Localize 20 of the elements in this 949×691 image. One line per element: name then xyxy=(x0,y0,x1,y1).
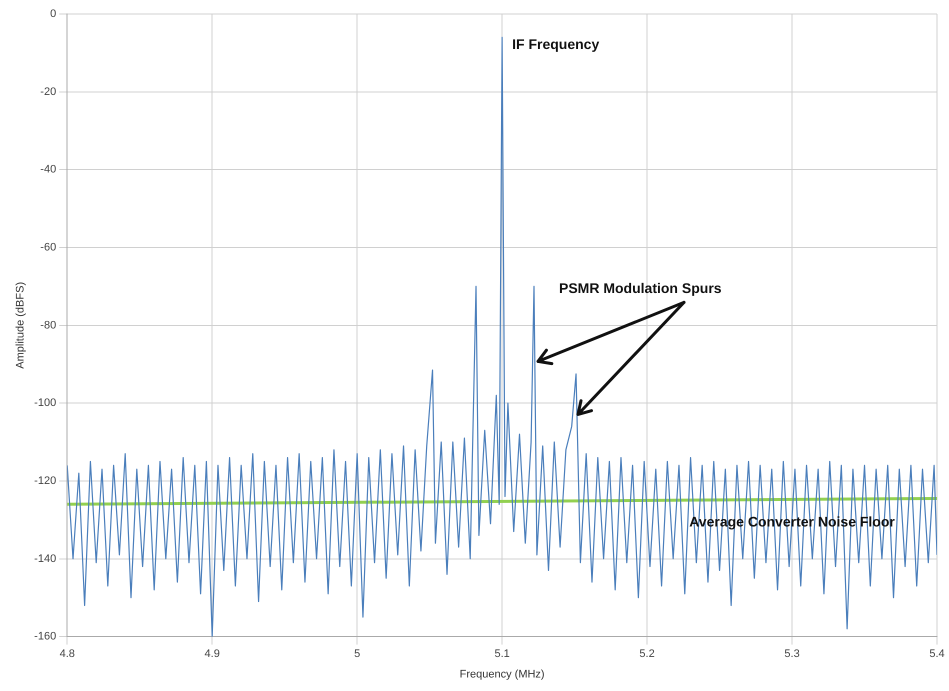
y-tick-label: -40 xyxy=(40,164,56,176)
y-tick-label: -20 xyxy=(40,86,56,98)
y-axis-title: Amplitude (dBFS) xyxy=(14,282,27,369)
x-tick-label: 5.4 xyxy=(929,648,945,660)
x-tick-label: 5 xyxy=(354,648,360,660)
x-tick-label: 4.8 xyxy=(60,648,75,660)
y-tick-label: -60 xyxy=(40,242,56,254)
x-tick-label: 4.9 xyxy=(204,648,220,660)
x-tick-label: 5.1 xyxy=(494,648,510,660)
x-axis-title: Frequency (MHz) xyxy=(460,668,545,680)
annotation: IF Frequency xyxy=(512,36,600,52)
y-tick-label: -160 xyxy=(34,630,56,643)
y-tick-label: 0 xyxy=(50,8,56,20)
y-tick-label: -80 xyxy=(40,319,56,332)
x-tick-label: 5.3 xyxy=(784,648,800,660)
x-tick-label: 5.2 xyxy=(639,648,655,660)
annotation: PSMR Modulation Spurs xyxy=(559,280,722,296)
y-tick-label: -120 xyxy=(34,474,56,487)
y-tick-label: -100 xyxy=(34,397,56,410)
y-tick-label: -140 xyxy=(34,552,56,565)
